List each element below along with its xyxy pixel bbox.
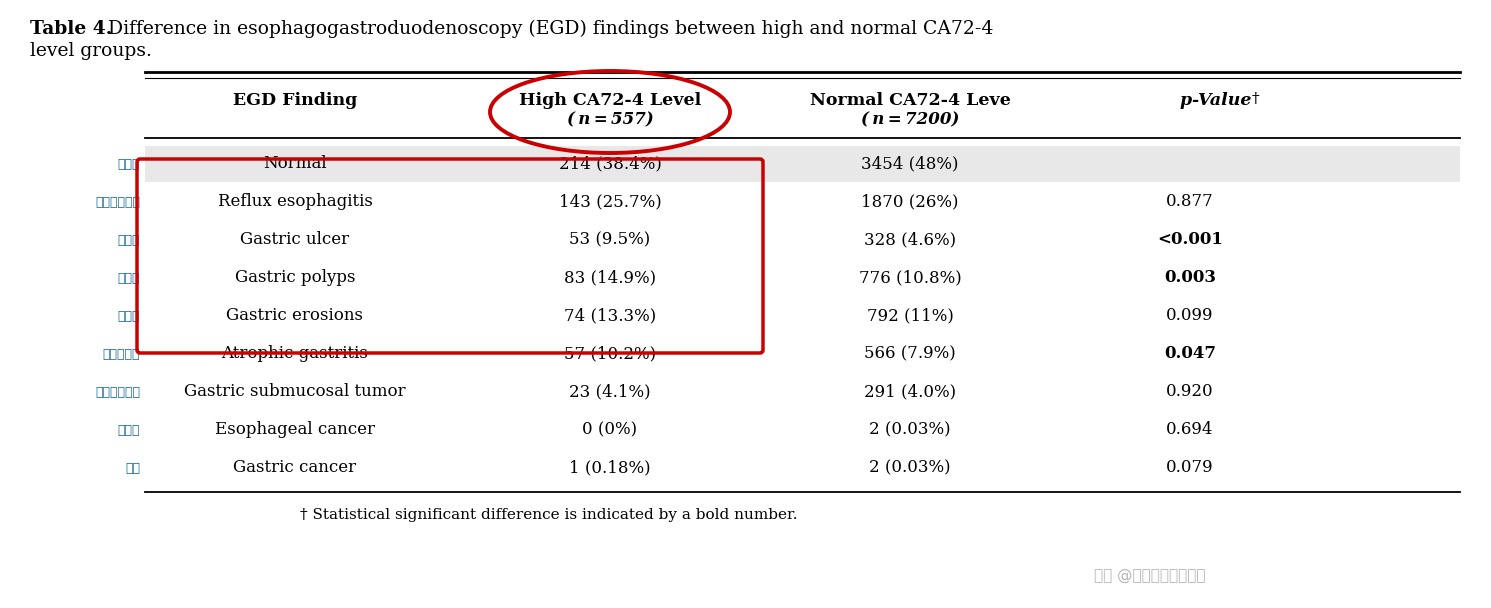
Text: 83 (14.9%): 83 (14.9%) — [564, 269, 656, 286]
Text: 776 (10.8%): 776 (10.8%) — [859, 269, 962, 286]
Text: 566 (7.9%): 566 (7.9%) — [865, 345, 956, 362]
Text: 0.099: 0.099 — [1166, 308, 1214, 325]
Text: 1870 (26%): 1870 (26%) — [862, 193, 959, 210]
Text: Gastric submucosal tumor: Gastric submucosal tumor — [185, 384, 406, 401]
Text: Normal: Normal — [264, 156, 327, 173]
Text: 57 (10.2%): 57 (10.2%) — [564, 345, 656, 362]
Text: 2 (0.03%): 2 (0.03%) — [869, 460, 951, 477]
Text: 291 (4.0%): 291 (4.0%) — [863, 384, 956, 401]
Text: 0.047: 0.047 — [1164, 345, 1217, 362]
Text: 3454 (48%): 3454 (48%) — [862, 156, 959, 173]
Text: 792 (11%): 792 (11%) — [866, 308, 953, 325]
Text: Gastric polyps: Gastric polyps — [234, 269, 355, 286]
Text: Difference in esophagogastroduodenoscopy (EGD) findings between high and normal : Difference in esophagogastroduodenoscopy… — [101, 20, 993, 38]
Text: High CA72-4 Level: High CA72-4 Level — [519, 92, 701, 109]
Text: level groups.: level groups. — [30, 42, 152, 60]
Text: 0.003: 0.003 — [1164, 269, 1217, 286]
Text: 知乎 @肿瘤标志物科普猫: 知乎 @肿瘤标志物科普猫 — [1094, 568, 1206, 583]
Text: 胃粘膜下肿瘤: 胃粘膜下肿瘤 — [95, 385, 140, 398]
Text: 胃癌: 胃癌 — [125, 461, 140, 474]
Text: † Statistical significant difference is indicated by a bold number.: † Statistical significant difference is … — [300, 508, 798, 522]
Text: 2 (0.03%): 2 (0.03%) — [869, 421, 951, 438]
Text: 萎缩性胃炎: 萎缩性胃炎 — [103, 348, 140, 361]
Text: EGD Finding: EGD Finding — [233, 92, 358, 109]
Text: Gastric cancer: Gastric cancer — [234, 460, 356, 477]
Text: 74 (13.3%): 74 (13.3%) — [564, 308, 656, 325]
Text: Normal CA72-4 Leve: Normal CA72-4 Leve — [810, 92, 1011, 109]
Text: 0.920: 0.920 — [1166, 384, 1214, 401]
Text: 0 (0%): 0 (0%) — [583, 421, 638, 438]
Text: Table 4.: Table 4. — [30, 20, 112, 38]
Bar — [145, 146, 1460, 182]
Text: -Value: -Value — [1191, 92, 1257, 109]
Text: 1 (0.18%): 1 (0.18%) — [570, 460, 650, 477]
Text: 0.694: 0.694 — [1166, 421, 1214, 438]
Text: 0.877: 0.877 — [1166, 193, 1214, 210]
Text: 食管癌: 食管癌 — [118, 424, 140, 437]
Text: 0.079: 0.079 — [1166, 460, 1214, 477]
Text: ( n = 557): ( n = 557) — [567, 111, 653, 128]
Text: 胃息肉: 胃息肉 — [118, 272, 140, 285]
Text: Gastric erosions: Gastric erosions — [227, 308, 364, 325]
Text: ( n = 7200): ( n = 7200) — [860, 111, 959, 128]
Text: 143 (25.7%): 143 (25.7%) — [559, 193, 662, 210]
Text: 328 (4.6%): 328 (4.6%) — [863, 232, 956, 249]
Text: 反流性食管炎: 反流性食管炎 — [95, 196, 140, 209]
Text: Reflux esophagitis: Reflux esophagitis — [218, 193, 373, 210]
Text: 23 (4.1%): 23 (4.1%) — [570, 384, 650, 401]
Text: 214 (38.4%): 214 (38.4%) — [559, 156, 662, 173]
Text: Esophageal cancer: Esophageal cancer — [215, 421, 376, 438]
Text: <0.001: <0.001 — [1157, 232, 1223, 249]
Text: Atrophic gastritis: Atrophic gastritis — [222, 345, 368, 362]
Text: 正常的: 正常的 — [118, 157, 140, 170]
Text: 胃糜烂: 胃糜烂 — [118, 309, 140, 322]
Text: †: † — [1252, 92, 1260, 106]
Text: Gastric ulcer: Gastric ulcer — [240, 232, 349, 249]
Text: 53 (9.5%): 53 (9.5%) — [570, 232, 650, 249]
Text: p: p — [1179, 92, 1193, 109]
Text: 胃溃疡: 胃溃疡 — [118, 233, 140, 246]
